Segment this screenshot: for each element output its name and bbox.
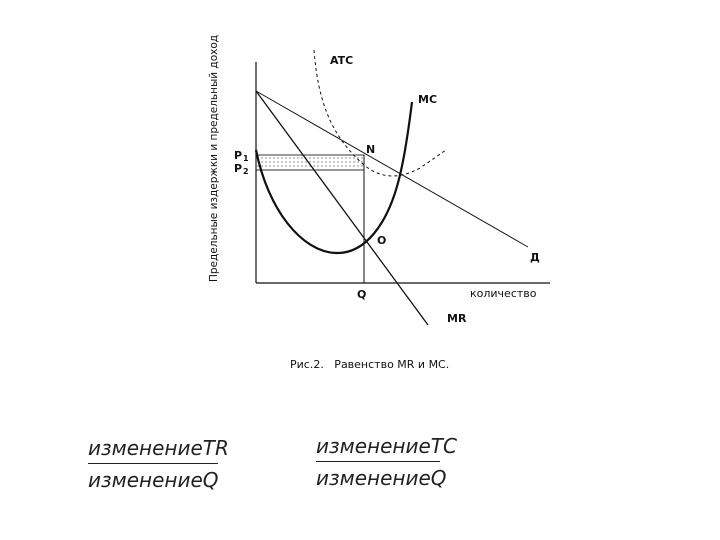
atc-curve [313,49,447,177]
formula-mr-fraction-bar [88,463,218,464]
mc-curve [254,101,414,255]
demand-label: Д [530,251,540,264]
p1-letter: P [234,149,242,162]
formula-mr: изменениеTR изменениеQ [88,436,229,492]
figure-caption: Рис.2. Равенство MR и MC. [290,358,449,371]
formula-mc-numerator: изменениеTC [316,434,457,458]
formula-mc: изменениеTC изменениеQ [316,434,457,490]
formula-mc-fraction-bar [316,461,440,462]
p2-subscript: 2 [243,167,249,176]
formula-mc-denominator: изменениеQ [316,466,447,490]
p1-subscript: 1 [243,154,249,163]
atc-label: ATC [330,54,353,67]
mr-label: MR [447,312,467,325]
mr-line [255,90,429,326]
mc-label: MC [418,93,437,106]
demand-line [255,90,529,248]
profit-area [255,154,365,171]
p1-label: P 1 [234,149,249,163]
point-q-label: Q [357,288,366,301]
y-axis-label: Предельные издержки и предельный доход [208,35,220,282]
point-n-label: N [366,143,375,156]
p2-letter: P [234,162,242,175]
p2-label: P 2 [234,162,249,176]
point-o-label: O [377,234,386,247]
x-axis-label: количество [470,287,537,300]
formula-mr-denominator: изменениеQ [88,468,219,492]
formula-mr-numerator: изменениеTR [88,436,229,460]
